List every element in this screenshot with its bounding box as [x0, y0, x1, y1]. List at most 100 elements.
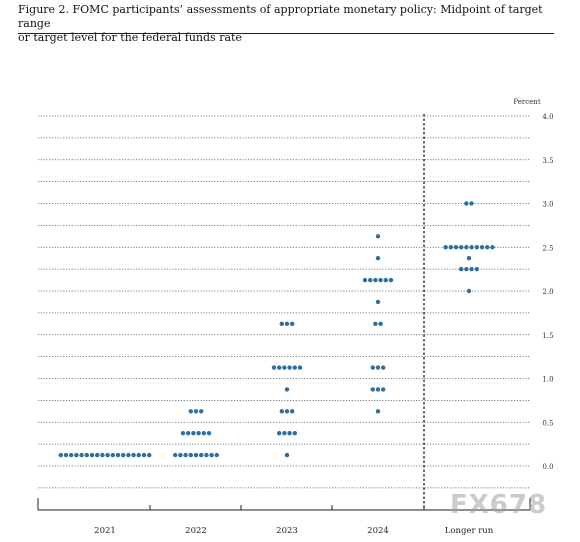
- participant-dot: [469, 245, 474, 250]
- participant-dot: [206, 430, 212, 436]
- participant-dot: [115, 452, 121, 458]
- participant-dot: [279, 409, 284, 414]
- unit-label: Percent: [513, 98, 540, 106]
- y-tick-label: 0.0: [542, 463, 553, 471]
- participant-dot: [464, 245, 469, 250]
- participant-dot: [79, 452, 84, 458]
- y-tick-label: 2.5: [542, 244, 553, 252]
- participant-dot: [193, 452, 199, 458]
- participant-dot: [290, 321, 295, 327]
- participant-dot: [370, 365, 375, 370]
- participant-dot: [204, 452, 209, 458]
- participant-dot: [292, 430, 297, 436]
- watermark: FX678: [450, 490, 548, 520]
- participant-dot: [373, 277, 378, 283]
- participant-dot: [201, 430, 206, 436]
- participant-dot: [448, 245, 453, 250]
- participant-dot: [485, 245, 490, 250]
- participant-dot: [89, 452, 95, 458]
- participant-dot: [282, 365, 287, 370]
- participant-dot: [464, 266, 469, 272]
- participant-dot: [282, 430, 287, 436]
- figure-title-line-2: or target level for the federal funds ra…: [18, 31, 242, 44]
- participant-dot: [63, 452, 69, 458]
- participant-dot: [69, 452, 74, 458]
- participant-dot: [196, 430, 201, 436]
- participant-dot: [375, 234, 381, 239]
- participant-dot: [466, 255, 472, 261]
- participant-dot: [362, 277, 368, 283]
- participant-dot: [284, 321, 290, 327]
- x-category-label: 2023: [276, 526, 298, 536]
- participant-dot: [375, 387, 381, 392]
- y-tick-label: 4.0: [542, 113, 553, 121]
- participant-dot: [173, 452, 178, 458]
- participant-dot: [443, 245, 448, 250]
- participant-dot: [199, 409, 204, 414]
- participant-dot: [370, 387, 375, 392]
- participant-dot: [287, 365, 292, 370]
- participant-dot: [126, 452, 131, 458]
- participant-dot: [459, 266, 464, 272]
- participant-dot: [490, 245, 495, 250]
- participant-dot: [277, 430, 282, 436]
- participant-dot: [375, 299, 381, 305]
- y-tick-label: 1.0: [542, 376, 553, 384]
- participant-dot: [136, 452, 141, 458]
- participant-dot: [368, 277, 373, 283]
- participant-dot: [469, 201, 474, 206]
- participant-dot: [131, 452, 136, 458]
- participant-dot: [100, 452, 105, 458]
- participant-dot: [186, 430, 191, 436]
- participant-dot: [290, 409, 295, 414]
- participant-dot: [74, 452, 79, 458]
- x-category-label: 2021: [94, 526, 116, 536]
- participant-dot: [110, 452, 116, 458]
- participant-dot: [466, 288, 472, 294]
- participant-dot: [199, 452, 204, 458]
- y-tick-label: 0.5: [542, 419, 553, 427]
- participant-dot: [214, 452, 219, 458]
- participant-dot: [375, 255, 381, 261]
- title-rule: [18, 33, 554, 34]
- participant-dot: [191, 430, 196, 436]
- participant-dot: [178, 452, 183, 458]
- participant-dot: [474, 266, 479, 272]
- participant-dot: [95, 452, 100, 458]
- participant-dot: [279, 321, 284, 327]
- participant-dot: [378, 277, 383, 283]
- x-category-label: 2022: [185, 526, 207, 536]
- y-tick-label: 1.5: [542, 332, 553, 340]
- participant-dot: [381, 365, 386, 370]
- participant-dot: [383, 277, 388, 283]
- participant-dot: [373, 321, 378, 327]
- participant-dot: [180, 430, 186, 436]
- participant-dot: [271, 365, 277, 370]
- participant-dot: [277, 365, 282, 370]
- participant-dot: [375, 365, 381, 370]
- figure-title: Figure 2. FOMC participants’ assessments…: [18, 3, 558, 45]
- participant-dot: [375, 409, 381, 414]
- participant-dot: [105, 452, 110, 458]
- participant-dot: [284, 409, 290, 414]
- participant-dot: [284, 387, 290, 392]
- participant-dot: [287, 430, 292, 436]
- participant-dot: [297, 365, 303, 370]
- y-tick-label: 2.0: [542, 288, 553, 296]
- participant-dot: [188, 409, 193, 414]
- participant-dot: [284, 452, 290, 458]
- x-category-label: Longer run: [445, 526, 494, 536]
- figure-title-line-1: Figure 2. FOMC participants’ assessments…: [18, 3, 543, 30]
- y-tick-label: 3.0: [542, 201, 553, 209]
- participant-dot: [193, 409, 199, 414]
- participant-dot: [381, 387, 386, 392]
- participant-dot: [459, 245, 464, 250]
- participant-dot: [469, 266, 474, 272]
- participant-dot: [121, 452, 126, 458]
- participant-dot: [292, 365, 297, 370]
- participant-dot: [388, 277, 394, 283]
- y-tick-label: 3.5: [542, 157, 553, 165]
- participant-dot: [58, 452, 63, 458]
- participant-dot: [378, 321, 383, 327]
- participant-dot: [479, 245, 485, 250]
